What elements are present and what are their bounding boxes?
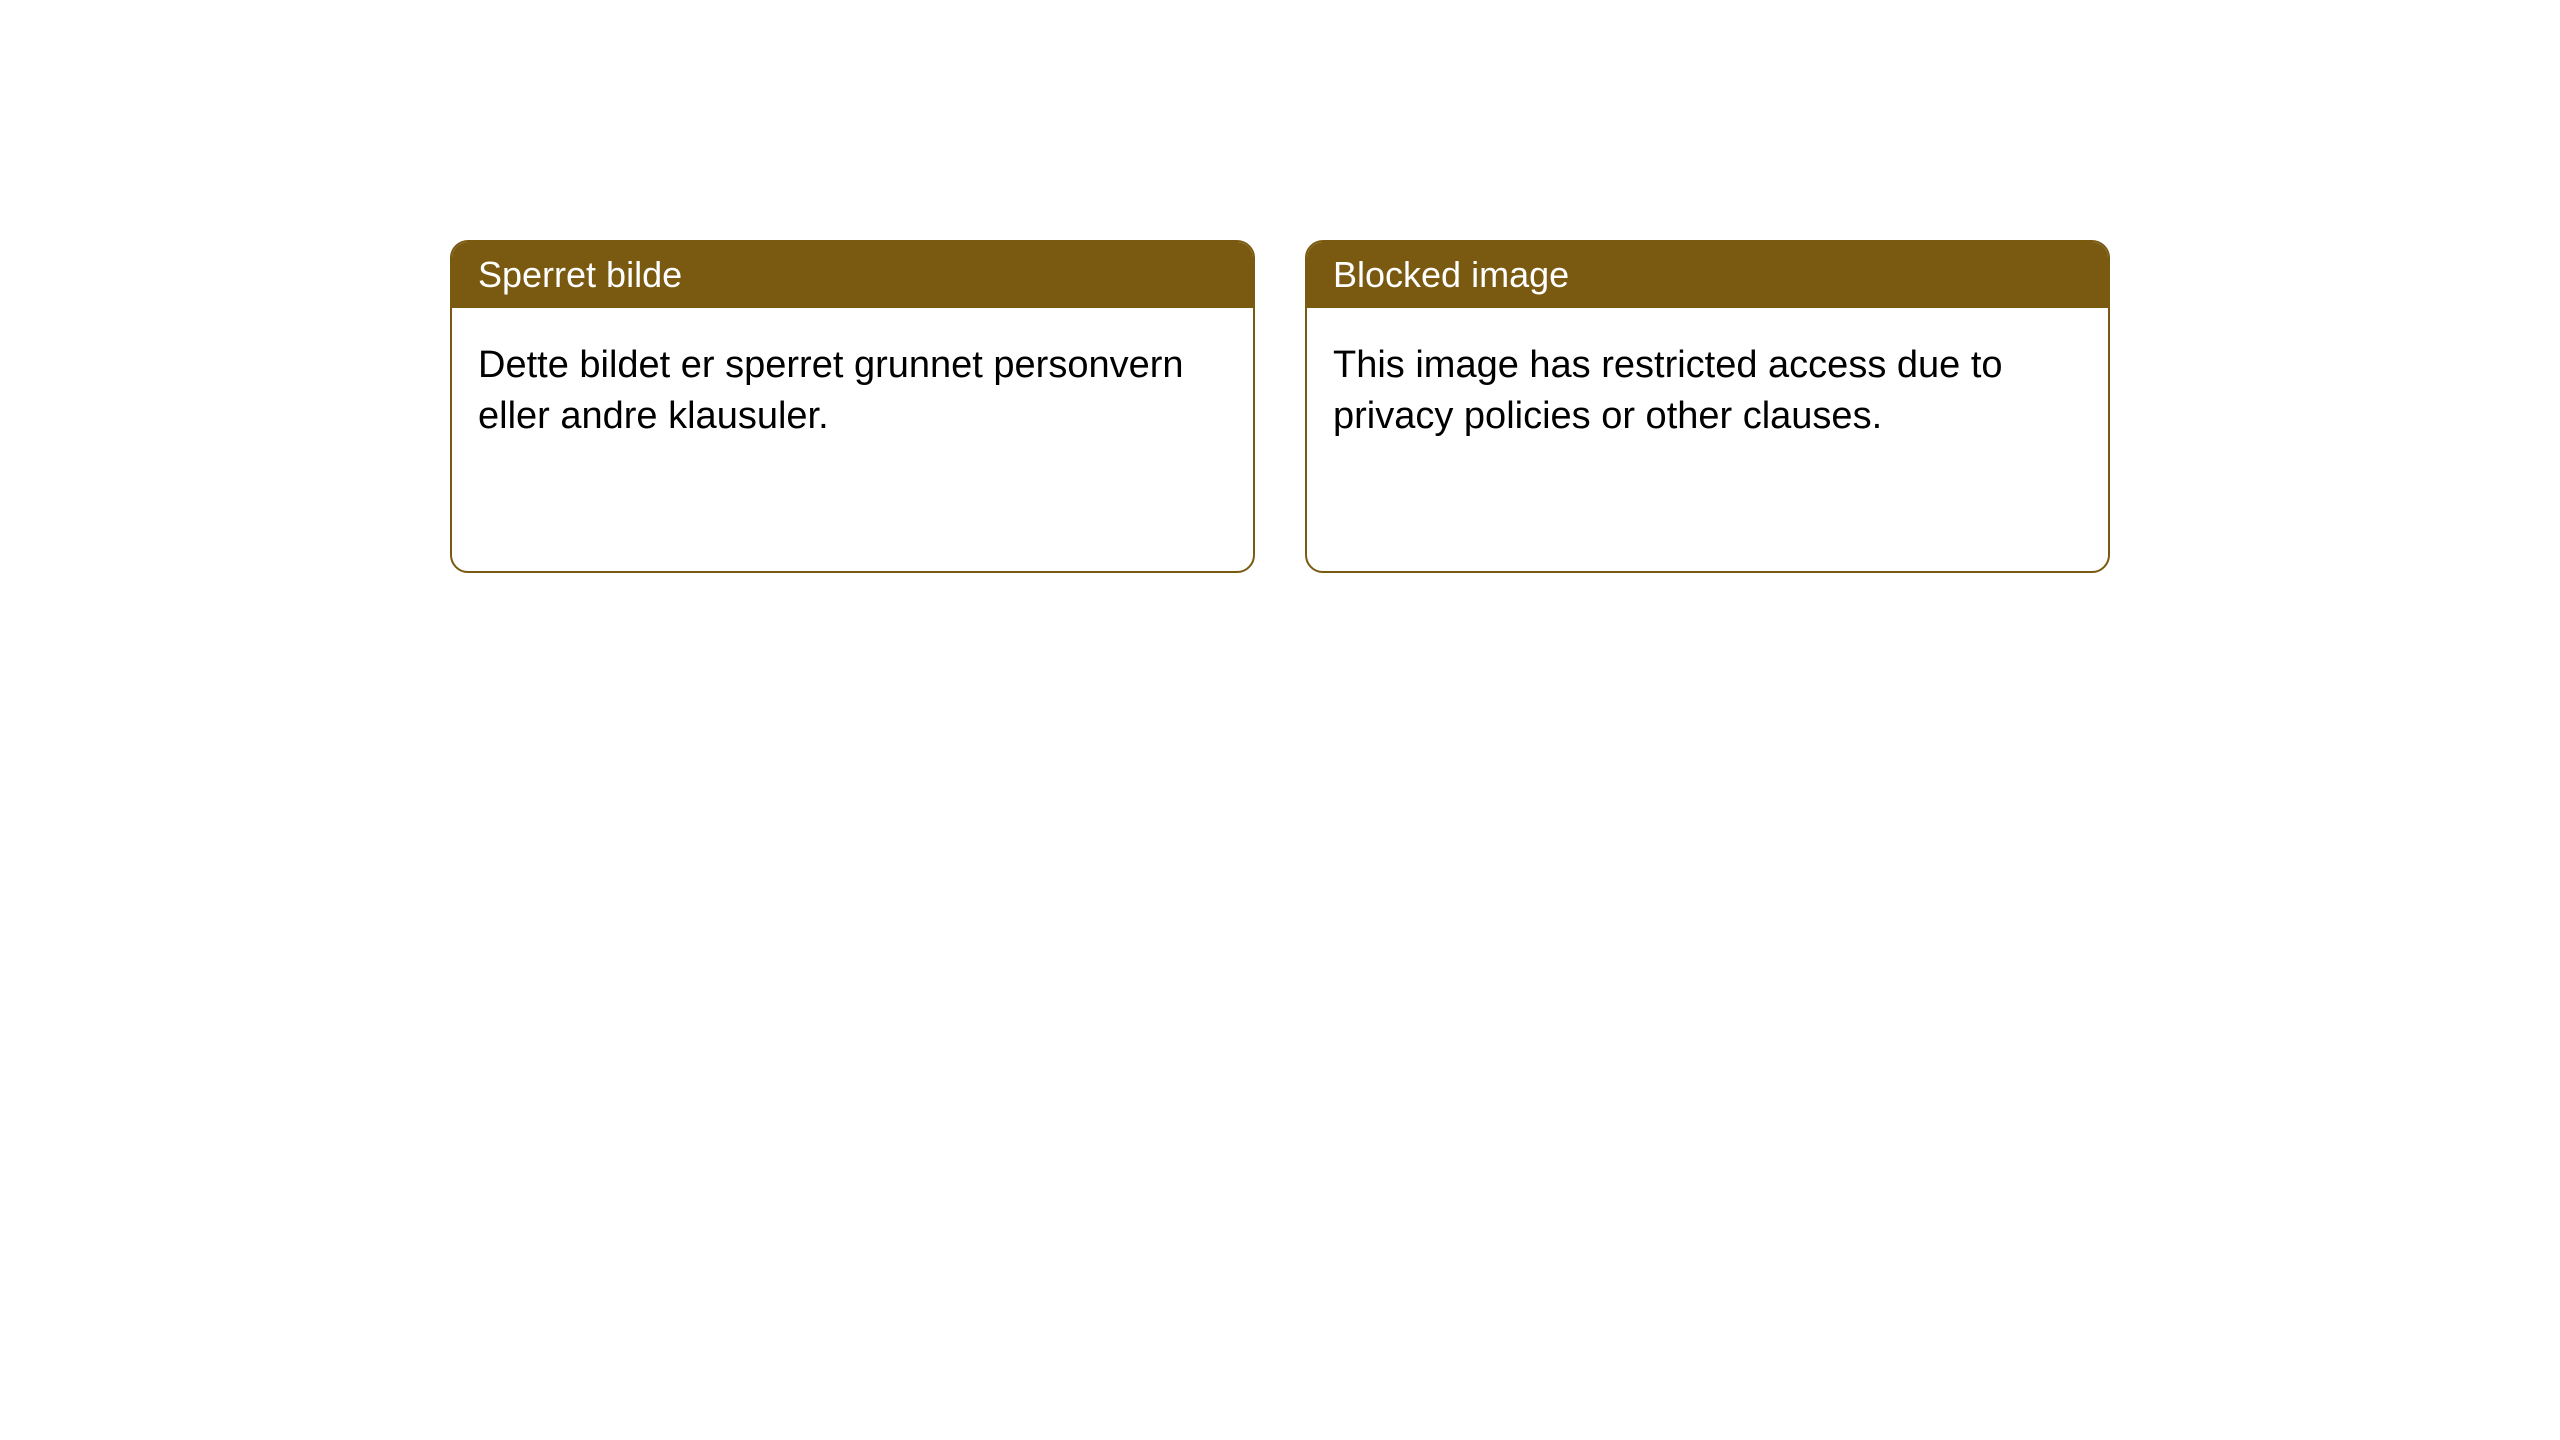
notice-header-norwegian: Sperret bilde xyxy=(452,242,1253,308)
notice-text-english: This image has restricted access due to … xyxy=(1333,344,2003,437)
notice-text-norwegian: Dette bildet er sperret grunnet personve… xyxy=(478,344,1184,437)
notice-body-english: This image has restricted access due to … xyxy=(1307,308,2108,475)
notice-box-english: Blocked image This image has restricted … xyxy=(1305,240,2110,573)
notice-body-norwegian: Dette bildet er sperret grunnet personve… xyxy=(452,308,1253,475)
notice-container: Sperret bilde Dette bildet er sperret gr… xyxy=(0,0,2560,573)
notice-title-english: Blocked image xyxy=(1333,254,1569,295)
notice-box-norwegian: Sperret bilde Dette bildet er sperret gr… xyxy=(450,240,1255,573)
notice-title-norwegian: Sperret bilde xyxy=(478,254,682,295)
notice-header-english: Blocked image xyxy=(1307,242,2108,308)
